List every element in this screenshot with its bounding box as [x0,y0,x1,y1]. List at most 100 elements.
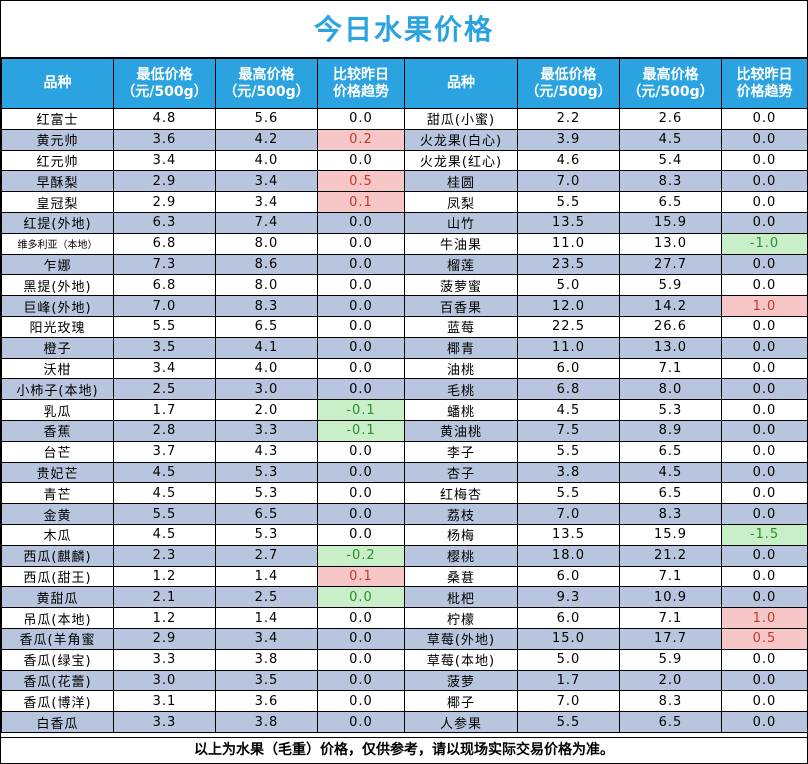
left-trend-cell: 0.0 [317,627,405,650]
header-compare-label: 比较昨日 [333,66,389,83]
right-name-cell: 椰子 [404,690,518,713]
left-low-price-cell: 3.4 [113,357,216,380]
table-row: 红富士 4.8 5.6 0.0 甜瓜(小蜜) 2.2 2.6 0.0 [1,108,808,130]
right-name-cell: 草莓(本地) [404,648,518,671]
right-low-price-cell: 11.0 [517,336,620,359]
header-name-right: 品种 [404,58,518,109]
left-trend-cell: 0.0 [317,357,405,380]
right-high-price-cell: 7.1 [619,357,722,380]
right-name-cell: 杏子 [404,461,518,484]
header-high-label: 最高价格 [238,66,295,83]
left-high-price-cell: 7.4 [215,211,318,234]
right-trend-cell: 0.0 [721,378,808,401]
header-compare-right: 比较昨日 价格趋势 [721,58,808,109]
left-name-cell: 青芒 [1,482,114,505]
right-name-cell: 杨梅 [404,523,518,546]
left-low-price-cell: 2.1 [113,586,216,609]
right-name-cell: 红梅杏 [404,482,518,505]
left-name-cell: 黑提(外地) [1,274,114,297]
right-trend-cell: 1.0 [721,295,808,317]
right-name-cell: 火龙果(红心) [404,149,518,172]
right-high-price-cell: 8.3 [619,503,722,525]
right-low-price-cell: 7.5 [517,419,620,442]
left-high-price-cell: 5.3 [215,523,318,546]
table-row: 皇冠梨 2.9 3.4 0.1 凤梨 5.5 6.5 0.0 [1,191,808,213]
left-high-price-cell: 3.4 [215,191,318,213]
left-trend-cell: 0.0 [317,461,405,484]
left-low-price-cell: 5.5 [113,503,216,525]
header-low-label-right: 最低价格 [540,66,597,83]
left-low-price-cell: 3.6 [113,128,216,151]
left-low-price-cell: 3.1 [113,690,216,713]
left-low-price-cell: 4.5 [113,482,216,505]
left-high-price-cell: 8.6 [215,253,318,276]
right-name-cell: 百香果 [404,295,518,317]
table-row: 香瓜(花蕾) 3.0 3.5 0.0 菠萝 1.7 2.0 0.0 [1,669,808,692]
table-row: 早酥梨 2.9 3.4 0.5 桂圆 7.0 8.3 0.0 [1,170,808,193]
left-trend-cell: 0.0 [317,315,405,338]
right-high-price-cell: 5.9 [619,274,722,297]
right-low-price-cell: 2.2 [517,108,620,130]
table-row: 小柿子(本地) 2.5 3.0 0.0 毛桃 6.8 8.0 0.0 [1,378,808,401]
right-low-price-cell: 7.0 [517,690,620,713]
left-low-price-cell: 3.4 [113,149,216,172]
left-trend-cell: 0.0 [317,586,405,609]
right-trend-cell: 0.0 [721,565,808,588]
right-low-price-cell: 6.0 [517,565,620,588]
left-name-cell: 香瓜(绿宝) [1,648,114,671]
left-name-cell: 吊瓜(本地) [1,607,114,629]
right-low-price-cell: 13.5 [517,523,620,546]
right-trend-cell: -1.0 [721,232,808,255]
left-name-cell: 早酥梨 [1,170,114,193]
table-row: 维多利亚（本地） 6.8 8.0 0.0 牛油果 11.0 13.0 -1.0 [1,232,808,255]
right-high-price-cell: 15.9 [619,523,722,546]
right-low-price-cell: 23.5 [517,253,620,276]
table-row: 青芒 4.5 5.3 0.0 红梅杏 5.5 6.5 0.0 [1,482,808,505]
right-trend-cell: 0.0 [721,482,808,505]
left-high-price-cell: 2.5 [215,586,318,609]
table-row: 沃柑 3.4 4.0 0.0 油桃 6.0 7.1 0.0 [1,357,808,380]
table-row: 红元帅 3.4 4.0 0.0 火龙果(红心) 4.6 5.4 0.0 [1,149,808,172]
table-row: 香蕉 2.8 3.3 -0.1 黄油桃 7.5 8.9 0.0 [1,419,808,442]
left-high-price-cell: 2.0 [215,399,318,421]
right-trend-cell: 0.0 [721,274,808,297]
right-trend-cell: 0.0 [721,191,808,213]
right-name-cell: 桂圆 [404,170,518,193]
right-trend-cell: 0.0 [721,669,808,692]
right-name-cell: 火龙果(白心) [404,128,518,151]
left-low-price-cell: 3.0 [113,669,216,692]
right-low-price-cell: 18.0 [517,544,620,567]
left-name-cell: 金黄 [1,503,114,525]
right-low-price-cell: 13.5 [517,211,620,234]
right-high-price-cell: 27.7 [619,253,722,276]
left-name-cell: 香瓜(花蕾) [1,669,114,692]
left-high-price-cell: 4.0 [215,357,318,380]
right-low-price-cell: 3.8 [517,461,620,484]
header-low-right: 最低价格 （元/500g） [517,58,620,109]
left-low-price-cell: 4.5 [113,523,216,546]
right-trend-cell: 0.0 [721,586,808,609]
left-low-price-cell: 7.0 [113,295,216,317]
left-low-price-cell: 3.5 [113,336,216,359]
right-trend-cell: 0.0 [721,211,808,234]
left-name-cell: 乍娜 [1,253,114,276]
left-name-cell: 沃柑 [1,357,114,380]
right-name-cell: 牛油果 [404,232,518,255]
table-row: 西瓜(甜王) 1.2 1.4 0.1 桑葚 6.0 7.1 0.0 [1,565,808,588]
left-low-price-cell: 2.3 [113,544,216,567]
header-high-unit-right: （元/500g） [627,83,714,100]
table-row: 黄甜瓜 2.1 2.5 0.0 枇杷 9.3 10.9 0.0 [1,586,808,609]
right-high-price-cell: 7.1 [619,607,722,629]
left-high-price-cell: 8.0 [215,274,318,297]
right-low-price-cell: 7.0 [517,503,620,525]
left-trend-cell: 0.1 [317,191,405,213]
left-name-cell: 阳光玫瑰 [1,315,114,338]
right-name-cell: 凤梨 [404,191,518,213]
left-name-cell: 乳瓜 [1,399,114,421]
right-low-price-cell: 5.5 [517,191,620,213]
table-row: 西瓜(麒麟) 2.3 2.7 -0.2 樱桃 18.0 21.2 0.0 [1,544,808,567]
right-name-cell: 菠萝 [404,669,518,692]
right-high-price-cell: 8.3 [619,170,722,193]
right-high-price-cell: 8.9 [619,419,722,442]
left-low-price-cell: 3.3 [113,648,216,671]
